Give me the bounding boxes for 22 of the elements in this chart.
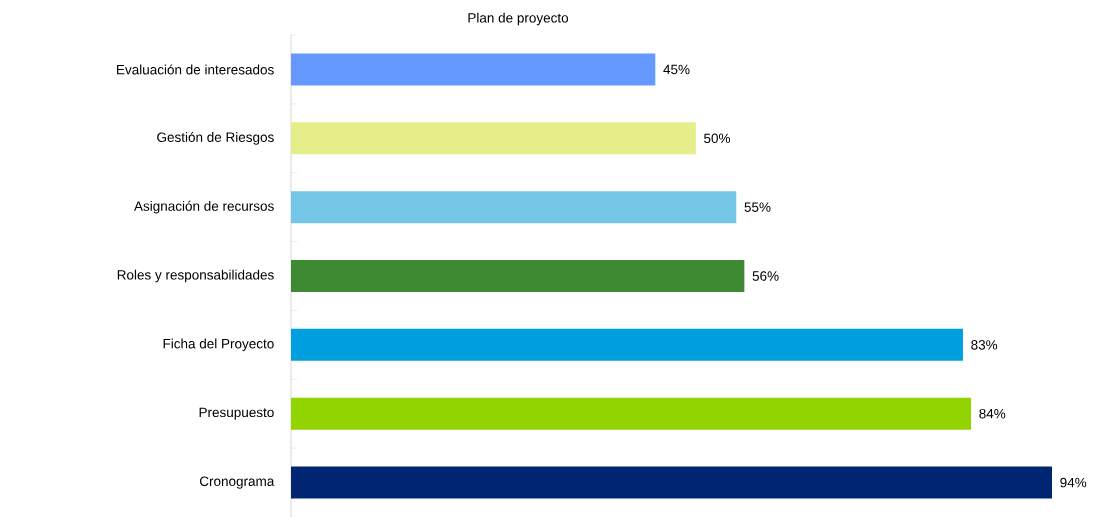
bar [291,122,696,155]
data-label: 56% [752,271,779,281]
bar [291,191,737,224]
bar [291,53,656,86]
chart-title: Plan de proyecto [468,12,569,26]
data-label: 84% [979,408,1006,419]
y-tick-label: Presupuesto [199,407,274,420]
data-label: 55% [744,202,771,212]
data-label: 94% [1060,477,1087,488]
data-label: 50% [704,133,731,143]
bar [291,397,972,430]
y-tick-label: Roles y responsabilidades [117,269,274,283]
bar [291,466,1052,499]
data-label: 83% [971,339,998,350]
bar [291,259,745,292]
y-tick-label: Gestión de Riesgos [157,131,274,145]
y-tick-label: Cronograma [199,476,275,489]
data-label: 45% [663,64,690,75]
y-tick-label: Ficha del Proyecto [163,338,274,352]
y-tick-label: Asignación de recursos [134,200,274,214]
bar [291,328,963,361]
y-tick-label: Evaluación de interesados [117,64,274,75]
